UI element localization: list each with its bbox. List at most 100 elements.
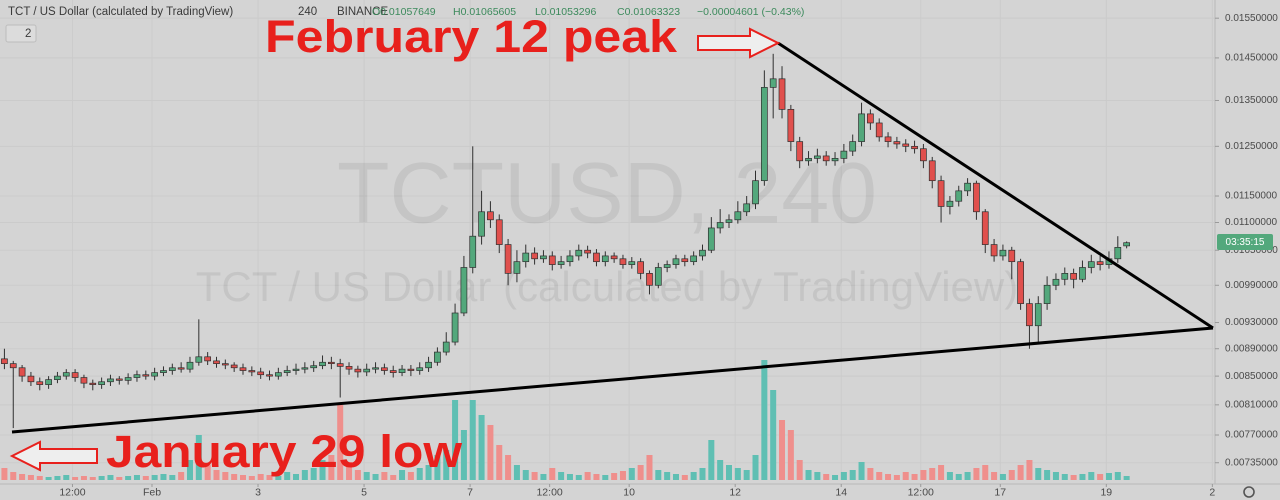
volume-bar [743,470,750,480]
countdown-badge [1217,234,1273,250]
volume-bar [814,472,821,480]
volume-bar [823,474,830,480]
volume-layer [1,360,1130,480]
volume-bar [929,468,936,480]
candle-body [937,180,945,207]
candle-body [973,182,980,213]
volume-bar [964,472,971,480]
x-tick-label: 19 [1100,486,1112,498]
candle-body [787,109,795,142]
candle-body [805,158,812,162]
x-tick-label: 2 [1209,486,1215,498]
volume-bar [999,474,1006,480]
volume-bar [133,475,140,480]
candle-body [628,261,636,265]
y-tick-label: 0.01150000 [1225,191,1278,202]
volume-bar [1052,472,1059,480]
volume-bar [796,460,803,480]
volume-bar [982,465,989,480]
settings-icon[interactable] [1243,486,1255,498]
annotation-low: January 29 low [106,426,463,477]
volume-bar [637,465,644,480]
volume-bar [222,472,229,480]
volume-bar [1044,470,1051,480]
volume-bar [611,473,618,480]
candle-body [80,377,88,384]
volume-bar [319,460,326,480]
candle-body [884,136,892,142]
candle-body [831,158,839,162]
volume-bar [522,470,529,480]
volume-bar [195,435,202,480]
volume-bar [284,472,291,480]
volume-bar [89,477,96,480]
volume-bar [1114,472,1121,480]
candle-body [451,312,459,343]
legend-high: H0.01065605 [453,6,516,18]
grid [0,0,1215,480]
candle-body [840,150,848,159]
volume-bar [1123,476,1130,480]
y-tick-label: 0.00810000 [1225,399,1278,410]
candle-body [425,361,432,369]
y-tick-label: 0.01450000 [1225,53,1278,64]
candle-body [124,377,132,381]
candle-body [186,361,194,370]
volume-bar [63,475,70,480]
volume-bar [1008,470,1015,480]
candle-body [681,258,689,263]
x-tick-label: 10 [623,486,635,498]
volume-bar [770,390,777,480]
watermark-symbol: TCTUSD, 240 [337,146,877,242]
candle-body [398,368,406,373]
y-tick-label: 0.00990000 [1225,280,1278,291]
volume-bar [178,472,185,480]
volume-bar [443,450,450,480]
candle-body [796,141,804,162]
y-tick-label: 0.01050000 [1225,245,1278,256]
volume-bar [151,475,158,480]
volume-bar [36,476,43,480]
candle-body [1,358,8,364]
candle-body [9,363,17,369]
candle-body [292,368,300,371]
candle-body [389,370,397,373]
volume-bar [45,477,52,480]
legend-change: −0.00004601 (−0.43%) [697,6,804,18]
candle-body [363,368,371,373]
volume-bar [231,474,238,480]
candle-body [27,375,35,383]
candle-body [760,87,768,182]
volume-bar [690,472,697,480]
indicator-toggle[interactable] [5,24,37,43]
y-tick-label: 0.00850000 [1225,371,1278,382]
volume-bar [761,360,768,480]
volume-bar [107,475,114,480]
candle-body [168,367,176,371]
volume-bar [867,468,874,480]
volume-bar [717,460,724,480]
candle-body [248,370,256,373]
candle-body [354,368,362,373]
candle-body [160,370,167,373]
volume-bar [72,477,79,480]
volume-bar [469,400,476,480]
candle-body [946,200,954,207]
y-tick-label: 0.01250000 [1225,141,1278,152]
candle-body [381,367,388,371]
legend-low: L0.01053296 [535,6,596,18]
volume-bar [328,455,335,480]
x-tick-label: 12:00 [59,486,85,498]
volume-bar [213,470,220,480]
volume-bar [1105,473,1112,480]
volume-bar [938,465,945,480]
candle-body [928,160,936,182]
candle-body [416,367,424,371]
volume-bar [169,475,176,480]
y-tick-label: 0.00735000 [1225,457,1278,468]
volume-bar [487,425,494,480]
candle-body [1043,284,1051,304]
volume-bar [955,474,962,480]
volume-bar [584,472,591,480]
